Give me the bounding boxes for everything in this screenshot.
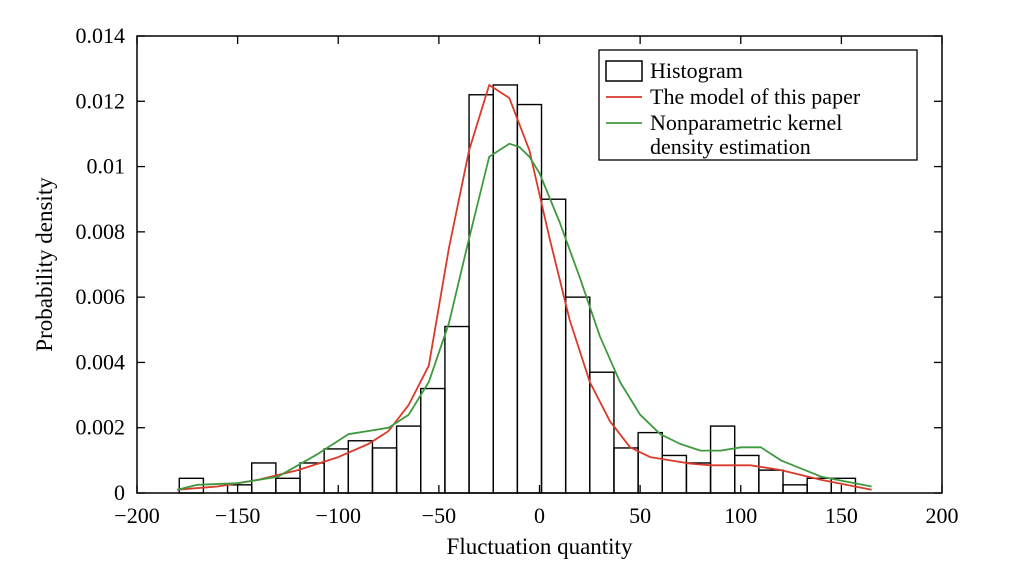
axis-ticks: −200 −150 −100 −50 0 50 100 150 200 0 0.002 0.004 0.… bbox=[76, 23, 959, 528]
y-axis-label: Probability density bbox=[32, 177, 57, 352]
kernel-density-line bbox=[177, 142, 872, 491]
y-tick-label: 0.014 bbox=[76, 23, 126, 48]
y-tick-label: 0.012 bbox=[76, 88, 126, 113]
legend-entry-label-line2: density estimation bbox=[650, 134, 811, 159]
histogram-bar bbox=[444, 325, 470, 494]
x-tick-label: 100 bbox=[724, 503, 757, 528]
legend-swatch-histogram bbox=[605, 60, 643, 82]
histogram-bar bbox=[734, 454, 760, 494]
legend-entry-label: The model of this paper bbox=[650, 84, 861, 109]
x-tick-label: −200 bbox=[114, 503, 159, 528]
histogram-bar bbox=[516, 103, 543, 494]
x-tick-label: −100 bbox=[316, 503, 361, 528]
legend-box bbox=[598, 49, 918, 161]
histogram-bar bbox=[613, 447, 639, 494]
y-tick-label: 0 bbox=[114, 480, 125, 505]
x-tick-label: 150 bbox=[825, 503, 858, 528]
histogram-bar bbox=[275, 477, 301, 494]
legend-entry-label: Histogram bbox=[650, 58, 743, 83]
histogram-bar bbox=[685, 462, 712, 494]
x-tick-label: 50 bbox=[629, 503, 651, 528]
x-tick-label: −50 bbox=[422, 503, 456, 528]
histogram-bar bbox=[371, 447, 398, 494]
density-lines bbox=[177, 84, 872, 491]
histogram-bar bbox=[323, 448, 350, 494]
y-tick-label: 0.004 bbox=[76, 349, 126, 374]
histogram-bar bbox=[468, 94, 494, 494]
x-tick-label: −150 bbox=[215, 503, 260, 528]
model-density-line bbox=[177, 84, 872, 491]
y-tick-label: 0.008 bbox=[76, 219, 126, 244]
y-tick-label: 0.002 bbox=[76, 415, 126, 440]
x-tick-label: 200 bbox=[926, 503, 959, 528]
histogram-bar bbox=[564, 296, 591, 494]
histogram-bar bbox=[226, 484, 253, 494]
y-tick-label: 0.01 bbox=[87, 154, 126, 179]
histogram-bar bbox=[420, 387, 446, 494]
x-axis-label: Fluctuation quantity bbox=[447, 534, 633, 559]
histogram-bar bbox=[758, 469, 784, 494]
histogram-bar bbox=[395, 425, 422, 494]
histogram-bar bbox=[782, 484, 808, 494]
histogram-bar bbox=[540, 198, 567, 494]
histogram-bar bbox=[637, 431, 663, 494]
y-tick-label: 0.006 bbox=[76, 284, 126, 309]
legend-entry-label: Nonparametric kernel bbox=[650, 110, 842, 135]
histogram-bar bbox=[709, 425, 736, 494]
x-tick-label: 0 bbox=[534, 503, 545, 528]
histogram-bar bbox=[347, 440, 374, 494]
histogram-bars bbox=[178, 84, 857, 494]
